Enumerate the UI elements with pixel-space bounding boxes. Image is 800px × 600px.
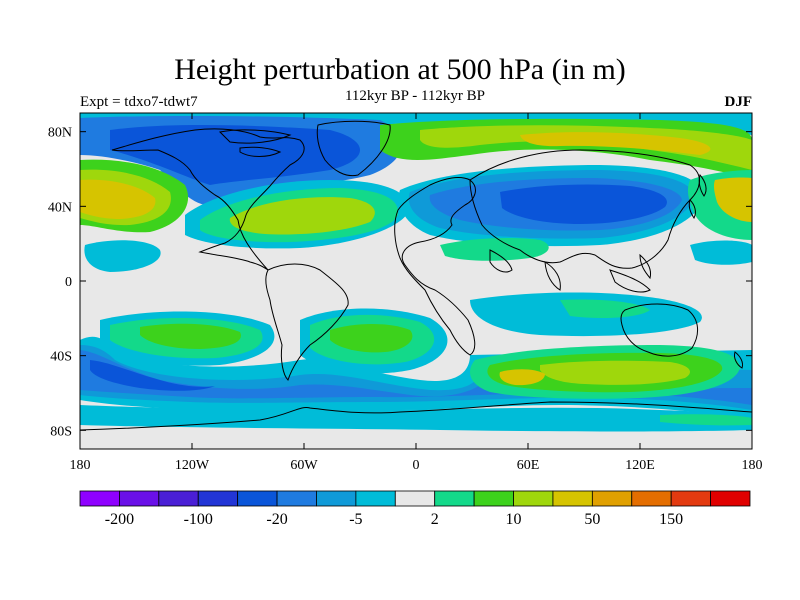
- colorbar-swatch: [513, 490, 554, 507]
- y-tick-label: 80N: [48, 126, 72, 141]
- colorbar-swatch: [197, 490, 239, 507]
- chart-title: Height perturbation at 500 hPa (in m): [174, 53, 626, 86]
- contour-darkblue-north-america: [110, 125, 360, 185]
- y-tick-label: 0: [65, 275, 72, 290]
- contour-cyan-tropical-pacific: [84, 240, 161, 272]
- colorbar-label: 150: [659, 511, 683, 528]
- contour-green-indian-ocean: [560, 299, 650, 318]
- colorbar-label: 2: [431, 511, 439, 528]
- coastline-south-america: [265, 263, 349, 381]
- contour-darkblue-eurasia: [500, 184, 667, 224]
- contour-cyan-east-asia: [690, 240, 752, 265]
- coastline-north-america: [111, 128, 305, 271]
- colorbar-label: -100: [184, 511, 213, 528]
- x-tick-label: 0: [413, 458, 420, 473]
- coastline-arctic-islands: [218, 129, 292, 157]
- colorbar-label: 50: [584, 511, 600, 528]
- contour-blue-southern-ocean: [80, 350, 752, 405]
- colorbar-swatch: [237, 490, 278, 507]
- colorbar-swatch: [552, 490, 593, 507]
- colorbar: -200 -100 -20 -5 2 10 50 150: [79, 490, 751, 528]
- x-tick-label: 120E: [625, 458, 655, 473]
- colorbar-swatch: [119, 490, 160, 507]
- season-label: DJF: [724, 94, 753, 110]
- chart-subtitle: 112kyr BP - 112kyr BP: [344, 88, 485, 104]
- colorbar-swatch: [316, 490, 357, 507]
- x-axis: 180 120W 60W 0 60E 120E 180: [70, 113, 763, 473]
- colorbar-swatch: [158, 490, 199, 507]
- colorbar-label: -5: [349, 511, 362, 528]
- contour-yellowgreen-south-indian: [540, 360, 690, 385]
- colorbar-swatch: [631, 490, 672, 507]
- colorbar-swatch: [591, 490, 633, 507]
- contour-green-africa: [440, 237, 549, 261]
- experiment-label: Expt = tdxo7-tdwt7: [80, 94, 198, 110]
- coastline-antarctica: [80, 401, 752, 431]
- contour-darkblue-southern-ocean: [90, 360, 215, 391]
- coastline-greenland: [316, 120, 391, 177]
- colorbar-label: 10: [506, 511, 522, 528]
- contour-yellowgreen-arctic-eurasia: [420, 125, 752, 170]
- x-tick-label: 180: [70, 458, 91, 473]
- coastline-europe-africa: [394, 177, 476, 356]
- coastline-japan: [688, 173, 707, 219]
- x-tick-label: 120W: [175, 458, 210, 473]
- contour-cyan-antarctic-edge: [80, 405, 752, 432]
- contour-green-antarctic-edge: [660, 414, 752, 426]
- coastline-southeast-asia: [609, 253, 651, 293]
- coastline-new-zealand: [734, 351, 743, 369]
- colorbar-label: -200: [105, 511, 134, 528]
- y-tick-label: 40S: [50, 350, 72, 365]
- x-tick-label: 60E: [517, 458, 540, 473]
- y-tick-label: 80S: [50, 424, 72, 439]
- colorbar-swatch: [710, 490, 751, 507]
- contour-lime-south-pacific: [140, 323, 241, 349]
- contour-olive-arctic-eurasia: [520, 132, 711, 155]
- x-tick-label: 60W: [290, 458, 318, 473]
- contour-olive-south-indian: [499, 369, 545, 386]
- coastline-australia: [620, 303, 698, 357]
- y-axis: 80N 40N 0 40S 80S: [48, 126, 752, 439]
- map-panel: [80, 113, 752, 449]
- coastlines: [80, 120, 752, 431]
- colorbar-swatch: [670, 490, 711, 507]
- contour-fields: [80, 113, 752, 432]
- colorbar-label: -20: [266, 511, 287, 528]
- coastline-arabia-india: [489, 249, 561, 291]
- contour-olive-northwest-pacific: [713, 177, 752, 222]
- colorbar-swatch: [473, 490, 514, 507]
- colorbar-swatch: [355, 490, 396, 507]
- y-tick-label: 40N: [48, 200, 72, 215]
- colorbar-swatch: [79, 490, 120, 507]
- x-tick-label: 180: [742, 458, 763, 473]
- colorbar-swatch: [276, 490, 317, 507]
- contour-lime-south-atlantic: [330, 324, 413, 353]
- colorbar-swatch: [434, 490, 475, 507]
- colorbar-swatch: [394, 490, 436, 507]
- contour-yellowgreen-north-atlantic: [229, 197, 375, 235]
- contour-olive-north-pacific: [80, 179, 156, 219]
